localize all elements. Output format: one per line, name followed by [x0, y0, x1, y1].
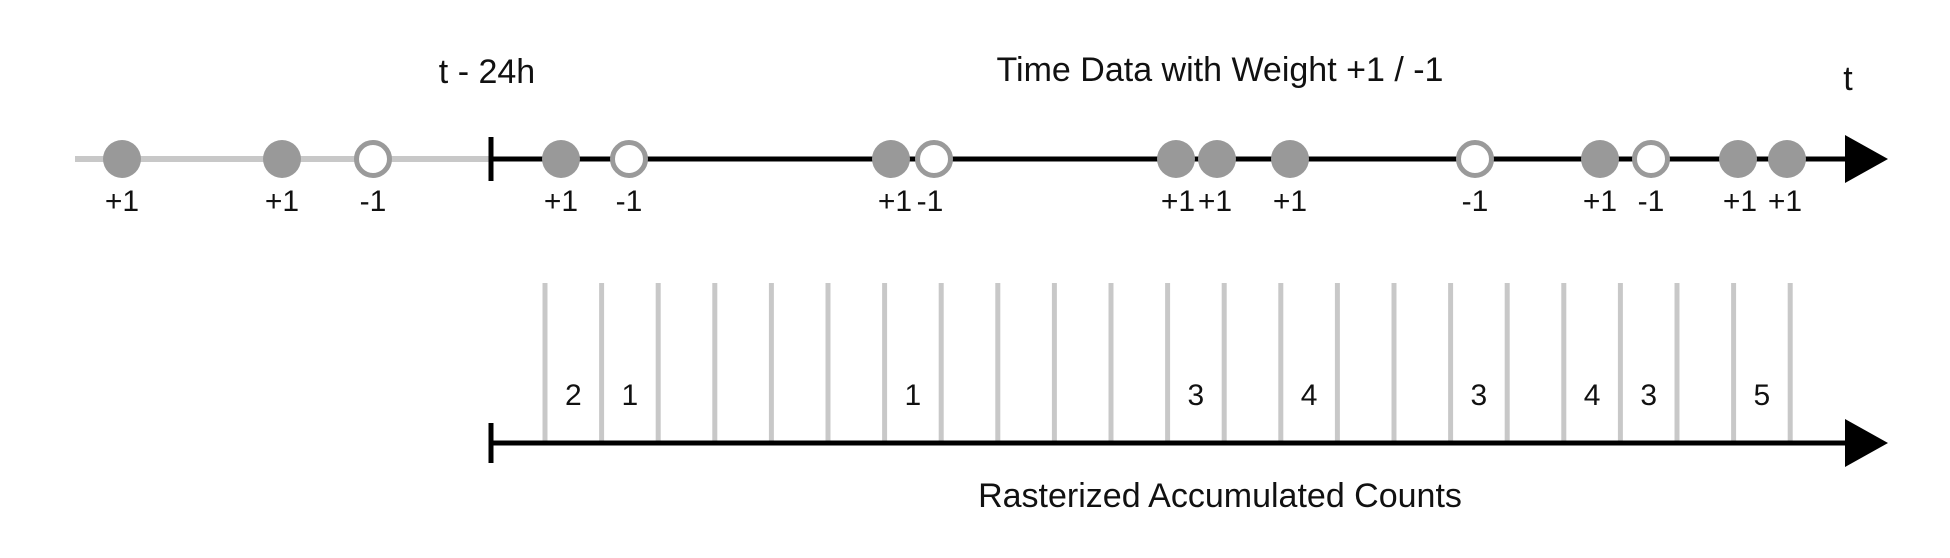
window-event-negative-marker: [1456, 140, 1494, 178]
window-event-positive-marker: [1581, 140, 1619, 178]
bin-count-label: 1: [905, 379, 922, 412]
window-event-weight-label: +1: [1768, 185, 1802, 218]
history-event-weight-label: +1: [265, 185, 299, 218]
history-event-positive-marker: [103, 140, 141, 178]
history-event-weight-label: -1: [360, 185, 387, 218]
window-event-positive-marker: [1271, 140, 1309, 178]
window-event-weight-label: +1: [1273, 185, 1307, 218]
history-event-positive-marker: [263, 140, 301, 178]
bin-count-label: 3: [1188, 379, 1205, 412]
bin-count-label: 2: [565, 379, 582, 412]
window-event-weight-label: +1: [544, 185, 578, 218]
window-event-weight-label: +1: [1198, 185, 1232, 218]
history-event-negative-marker: [354, 140, 392, 178]
window-event-weight-label: +1: [1723, 185, 1757, 218]
events-layer: +1 +1 -1 +1 -1 +1 -1 +1 +1 +1 -1 +1 -1 +1 +1: [103, 140, 1806, 218]
window-event-positive-marker: [542, 140, 580, 178]
bin-count-label: 1: [622, 379, 639, 412]
window-event-weight-label: +1: [1161, 185, 1195, 218]
raster-axis-arrowhead: [1845, 419, 1888, 467]
window-event-positive-marker: [1768, 140, 1806, 178]
window-event-weight-label: +1: [1583, 185, 1617, 218]
raster-caption: Rasterized Accumulated Counts: [978, 477, 1462, 515]
window-event-positive-marker: [1157, 140, 1195, 178]
window-event-weight-label: -1: [1462, 185, 1489, 218]
window-event-weight-label: -1: [917, 185, 944, 218]
bin-count-label: 5: [1754, 379, 1771, 412]
window-event-positive-marker: [1719, 140, 1757, 178]
bins-layer: 2 1 1 3 4 3 4 3 5: [542, 283, 1793, 441]
window-event-positive-marker: [872, 140, 910, 178]
bin-count-label: 3: [1471, 379, 1488, 412]
window-event-negative-marker: [1632, 140, 1670, 178]
bin-count-label: 3: [1640, 379, 1657, 412]
history-event-weight-label: +1: [105, 185, 139, 218]
time-axis-label: t: [1843, 60, 1853, 98]
window-event-weight-label: -1: [1638, 185, 1665, 218]
window-event-weight-label: +1: [878, 185, 912, 218]
window-start-label: t - 24h: [439, 53, 535, 91]
time-axis-arrowhead: [1845, 135, 1888, 183]
bin-count-label: 4: [1301, 379, 1318, 412]
diagram-title: Time Data with Weight +1 / -1: [997, 51, 1444, 89]
window-event-negative-marker: [915, 140, 953, 178]
window-event-positive-marker: [1198, 140, 1236, 178]
bin-count-label: 4: [1584, 379, 1601, 412]
window-event-negative-marker: [610, 140, 648, 178]
window-event-weight-label: -1: [616, 185, 643, 218]
